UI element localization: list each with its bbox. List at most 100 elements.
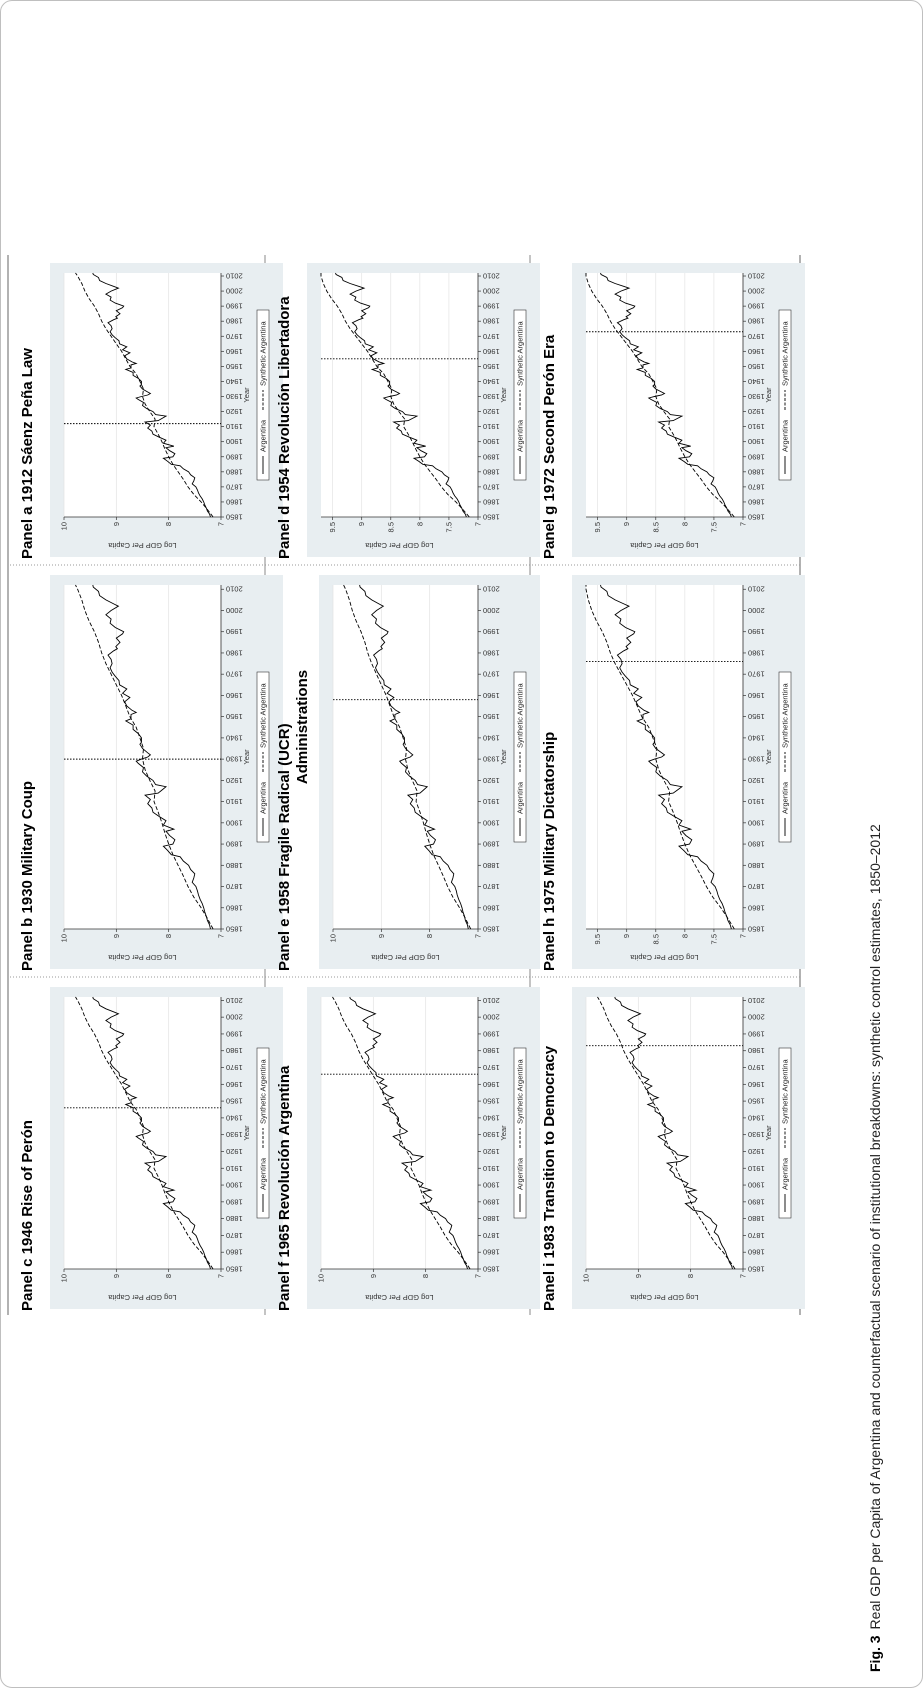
x-axis-label: Year (764, 1125, 773, 1141)
legend-label-argentina: Argentina (259, 781, 268, 814)
x-tick-label: 1950 (748, 1097, 765, 1106)
x-tick-label: 1920 (483, 776, 500, 785)
x-tick-label: 1900 (226, 1181, 243, 1190)
y-tick-label: 7 (739, 1274, 748, 1278)
x-tick-label: 1950 (483, 1097, 500, 1106)
y-axis-label: Log GDP Per Capita (108, 1293, 177, 1302)
panel-title: Panel h 1975 Military Dictatorship (541, 732, 558, 971)
x-tick-label: 1880 (483, 1214, 500, 1223)
x-tick-label: 2000 (483, 606, 500, 615)
series-argentina-line (92, 996, 211, 1270)
x-tick-label: 2010 (226, 272, 243, 281)
panel-d: Panel d 1954 Revolución Libertadora 7 7.5 8… (276, 263, 540, 559)
panel-title-line-2: Administrations (294, 670, 311, 784)
series-synthetic-argentina-line (75, 584, 214, 930)
x-tick-label: 1970 (748, 332, 765, 341)
y-tick-label: 9.5 (593, 934, 602, 944)
x-tick-label: 1940 (483, 377, 500, 386)
x-tick-label: 1960 (226, 1080, 243, 1089)
panel-b: Panel b 1930 Military Coup 7 8 9 10 Log GDP P… (19, 575, 283, 971)
x-tick-label: 1970 (748, 1063, 765, 1072)
y-tick-label: 7 (217, 1274, 226, 1278)
y-tick-label: 7 (217, 522, 226, 526)
x-tick-label: 1870 (226, 1231, 243, 1240)
x-tick-label: 1990 (483, 1029, 500, 1038)
x-tick-label: 1850 (483, 513, 500, 522)
x-tick-label: 1910 (226, 422, 243, 431)
x-tick-label: 1960 (748, 347, 765, 356)
x-tick-label: 1890 (226, 840, 243, 849)
y-tick-label: 8 (680, 522, 689, 526)
y-tick-label: 9 (369, 1274, 378, 1278)
y-tick-label: 10 (329, 934, 338, 942)
x-tick-label: 1860 (226, 1248, 243, 1257)
y-tick-label: 8 (164, 1274, 173, 1278)
x-tick-label: 1870 (226, 482, 243, 491)
x-tick-label: 2000 (748, 606, 765, 615)
legend-label-argentina: Argentina (516, 419, 525, 452)
x-tick-label: 1850 (483, 1265, 500, 1274)
x-tick-label: 2010 (483, 996, 500, 1005)
panel-h: Panel h 1975 Military Dictatorship 7 7.5 8 8… (541, 575, 805, 971)
y-tick-label: 10 (317, 1274, 326, 1282)
legend-label-argentina: Argentina (259, 419, 268, 452)
x-tick-label: 1880 (748, 467, 765, 476)
x-tick-label: 1880 (748, 1214, 765, 1223)
y-tick-label: 8 (164, 934, 173, 938)
x-tick-label: 1970 (483, 1063, 500, 1072)
legend-label-argentina: Argentina (781, 1157, 790, 1190)
x-tick-label: 1850 (748, 513, 765, 522)
x-tick-label: 1990 (748, 1029, 765, 1038)
legend-label-synthetic: Synthetic Argentina (259, 683, 268, 748)
x-tick-label: 2010 (483, 272, 500, 281)
x-tick-label: 1990 (748, 302, 765, 311)
x-tick-label: 1930 (748, 1130, 765, 1139)
x-tick-label: 1970 (483, 670, 500, 679)
x-tick-label: 1860 (483, 903, 500, 912)
x-tick-label: 1960 (483, 691, 500, 700)
y-tick-label: 7 (474, 522, 483, 526)
x-tick-label: 1950 (748, 362, 765, 371)
x-tick-label: 1940 (748, 1113, 765, 1122)
x-axis-label: Year (764, 387, 773, 403)
series-argentina-line (92, 272, 211, 518)
legend-label-synthetic: Synthetic Argentina (259, 1059, 268, 1124)
panel-f: Panel f 1965 Revolución Argentina 7 8 9 10 Lo… (276, 987, 540, 1311)
panel-title: Panel e 1958 Fragile Radical (UCR) (276, 723, 293, 971)
legend-label-synthetic: Synthetic Argentina (781, 683, 790, 748)
x-tick-label: 1950 (483, 362, 500, 371)
x-tick-label: 1920 (483, 1147, 500, 1156)
x-tick-label: 2010 (483, 585, 500, 594)
legend-label-argentina: Argentina (781, 781, 790, 814)
x-tick-label: 1880 (483, 861, 500, 870)
panel-title: Panel f 1965 Revolución Argentina (276, 1065, 293, 1311)
x-tick-label: 1960 (226, 691, 243, 700)
x-tick-label: 1920 (748, 407, 765, 416)
x-tick-label: 1890 (483, 452, 500, 461)
series-synthetic-argentina-line (585, 273, 735, 518)
x-tick-label: 1930 (748, 755, 765, 764)
x-tick-label: 1850 (226, 925, 243, 934)
y-axis-label: Log GDP Per Capita (108, 541, 177, 550)
x-tick-label: 1880 (226, 467, 243, 476)
y-tick-label: 7 (474, 934, 483, 938)
x-tick-label: 2010 (748, 272, 765, 281)
x-tick-label: 2010 (226, 996, 243, 1005)
panel-title: Panel b 1930 Military Coup (19, 781, 36, 971)
x-tick-label: 1960 (226, 347, 243, 356)
y-tick-label: 9 (634, 1274, 643, 1278)
x-tick-label: 1920 (226, 407, 243, 416)
x-axis-label: Year (242, 1125, 251, 1141)
y-tick-label: 9 (112, 934, 121, 938)
y-tick-label: 10 (582, 1274, 591, 1282)
panel-title: Panel c 1946 Rise of Perón (19, 1120, 36, 1311)
x-tick-label: 1850 (748, 925, 765, 934)
x-tick-label: 1910 (748, 1164, 765, 1173)
x-axis-label: Year (499, 387, 508, 403)
y-tick-label: 8 (415, 522, 424, 526)
x-tick-label: 1990 (483, 627, 500, 636)
x-tick-label: 1890 (748, 1197, 765, 1206)
series-synthetic-argentina-line (320, 273, 470, 518)
x-tick-label: 1950 (748, 712, 765, 721)
y-tick-label: 9 (112, 1274, 121, 1278)
